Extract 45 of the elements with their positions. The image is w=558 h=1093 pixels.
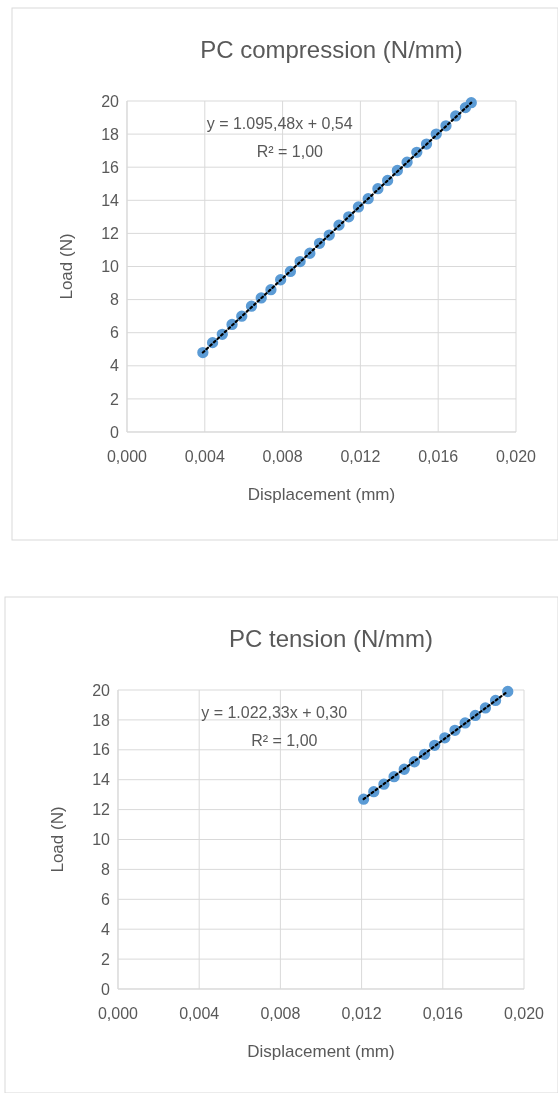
chart-title: PC tension (N/mm)	[228, 625, 434, 652]
x-tick-label: 0,004	[179, 1005, 220, 1022]
y-tick-label: 20	[101, 92, 120, 110]
y-tick-label: 2	[110, 390, 120, 408]
x-axis-title: Displacement (mm)	[247, 485, 396, 504]
y-tick-label: 8	[110, 291, 120, 309]
x-axis-title: Displacement (mm)	[247, 1042, 395, 1061]
x-tick-label: 0,000	[97, 1005, 139, 1022]
y-tick-label: 16	[92, 741, 111, 759]
chart-title: PC compression (N/mm)	[200, 36, 463, 63]
y-tick-label: 18	[92, 711, 111, 729]
y-tick-label: 18	[101, 125, 120, 143]
y-tick-label: 6	[101, 890, 111, 908]
y-tick-label: 10	[101, 258, 120, 276]
y-tick-label: 2	[101, 950, 111, 968]
x-tick-label: 0,020	[495, 448, 537, 465]
y-tick-label: 4	[101, 920, 111, 938]
y-tick-label: 16	[101, 158, 120, 176]
y-tick-label: 14	[101, 191, 120, 209]
y-axis-title: Load (N)	[57, 233, 76, 300]
x-tick-label: 0,000	[106, 448, 148, 465]
x-tick-label: 0,012	[340, 448, 381, 465]
y-tick-label: 0	[110, 423, 120, 441]
y-tick-label: 6	[110, 324, 120, 342]
y-tick-label: 14	[92, 771, 111, 789]
annotation: R² = 1,00	[256, 143, 324, 160]
y-tick-label: 4	[110, 357, 120, 375]
y-tick-label: 12	[101, 225, 120, 242]
y-tick-label: 12	[92, 801, 111, 819]
annotation: R² = 1,00	[251, 732, 318, 749]
y-tick-label: 8	[101, 861, 111, 878]
x-tick-label: 0,008	[260, 1005, 301, 1022]
x-tick-label: 0,012	[341, 1005, 382, 1022]
y-tick-label: 10	[92, 831, 111, 849]
x-tick-label: 0,020	[503, 1005, 545, 1022]
annotation: y = 1.095,48x + 0,54	[206, 115, 353, 132]
y-tick-label: 20	[92, 681, 111, 699]
x-tick-label: 0,016	[422, 1005, 463, 1022]
point	[502, 685, 514, 698]
annotation: y = 1.022,33x + 0,30	[201, 704, 348, 721]
y-axis-title: Load (N)	[48, 806, 67, 873]
x-tick-label: 0,016	[418, 448, 459, 465]
x-tick-label: 0,008	[262, 448, 303, 465]
x-tick-label: 0,004	[184, 448, 225, 465]
y-tick-label: 0	[101, 980, 111, 998]
